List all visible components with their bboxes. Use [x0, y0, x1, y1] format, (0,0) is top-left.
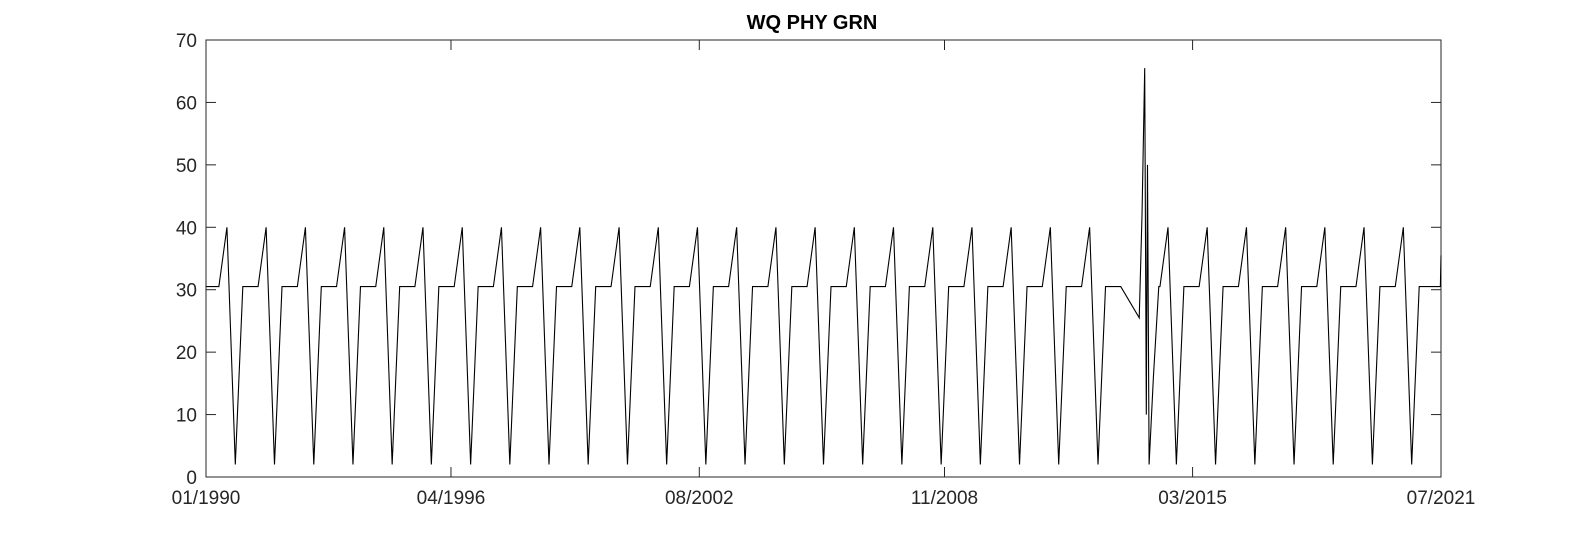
series-line-0 — [206, 68, 1442, 465]
y-tick-label: 20 — [176, 343, 197, 364]
x-tick-label: 07/2021 — [1407, 488, 1476, 509]
y-tick-label: 40 — [176, 218, 197, 239]
y-tick-label: 70 — [176, 31, 197, 52]
chart-title: WQ PHY GRN — [747, 12, 878, 34]
y-tick-label: 60 — [176, 93, 197, 114]
x-tick-label: 04/1996 — [417, 488, 486, 509]
x-tick-label: 08/2002 — [665, 488, 734, 509]
x-tick-label: 11/2008 — [911, 488, 978, 509]
y-tick-label: 50 — [176, 156, 197, 177]
plot-frame — [205, 39, 1442, 478]
x-tick-label: 03/2015 — [1158, 488, 1227, 509]
y-axis: 0 10 20 30 40 50 60 70 — [176, 31, 1441, 489]
y-tick-label: 30 — [176, 281, 197, 302]
x-tick-label: 01/1990 — [172, 488, 241, 509]
x-axis: 01/1990 04/1996 08/2002 11/2008 03/2015 07/20… — [172, 40, 1476, 509]
y-tick-label: 10 — [176, 406, 197, 427]
series-layer — [206, 68, 1442, 465]
plot-area — [205, 39, 1442, 478]
y-tick-label: 0 — [186, 468, 197, 489]
